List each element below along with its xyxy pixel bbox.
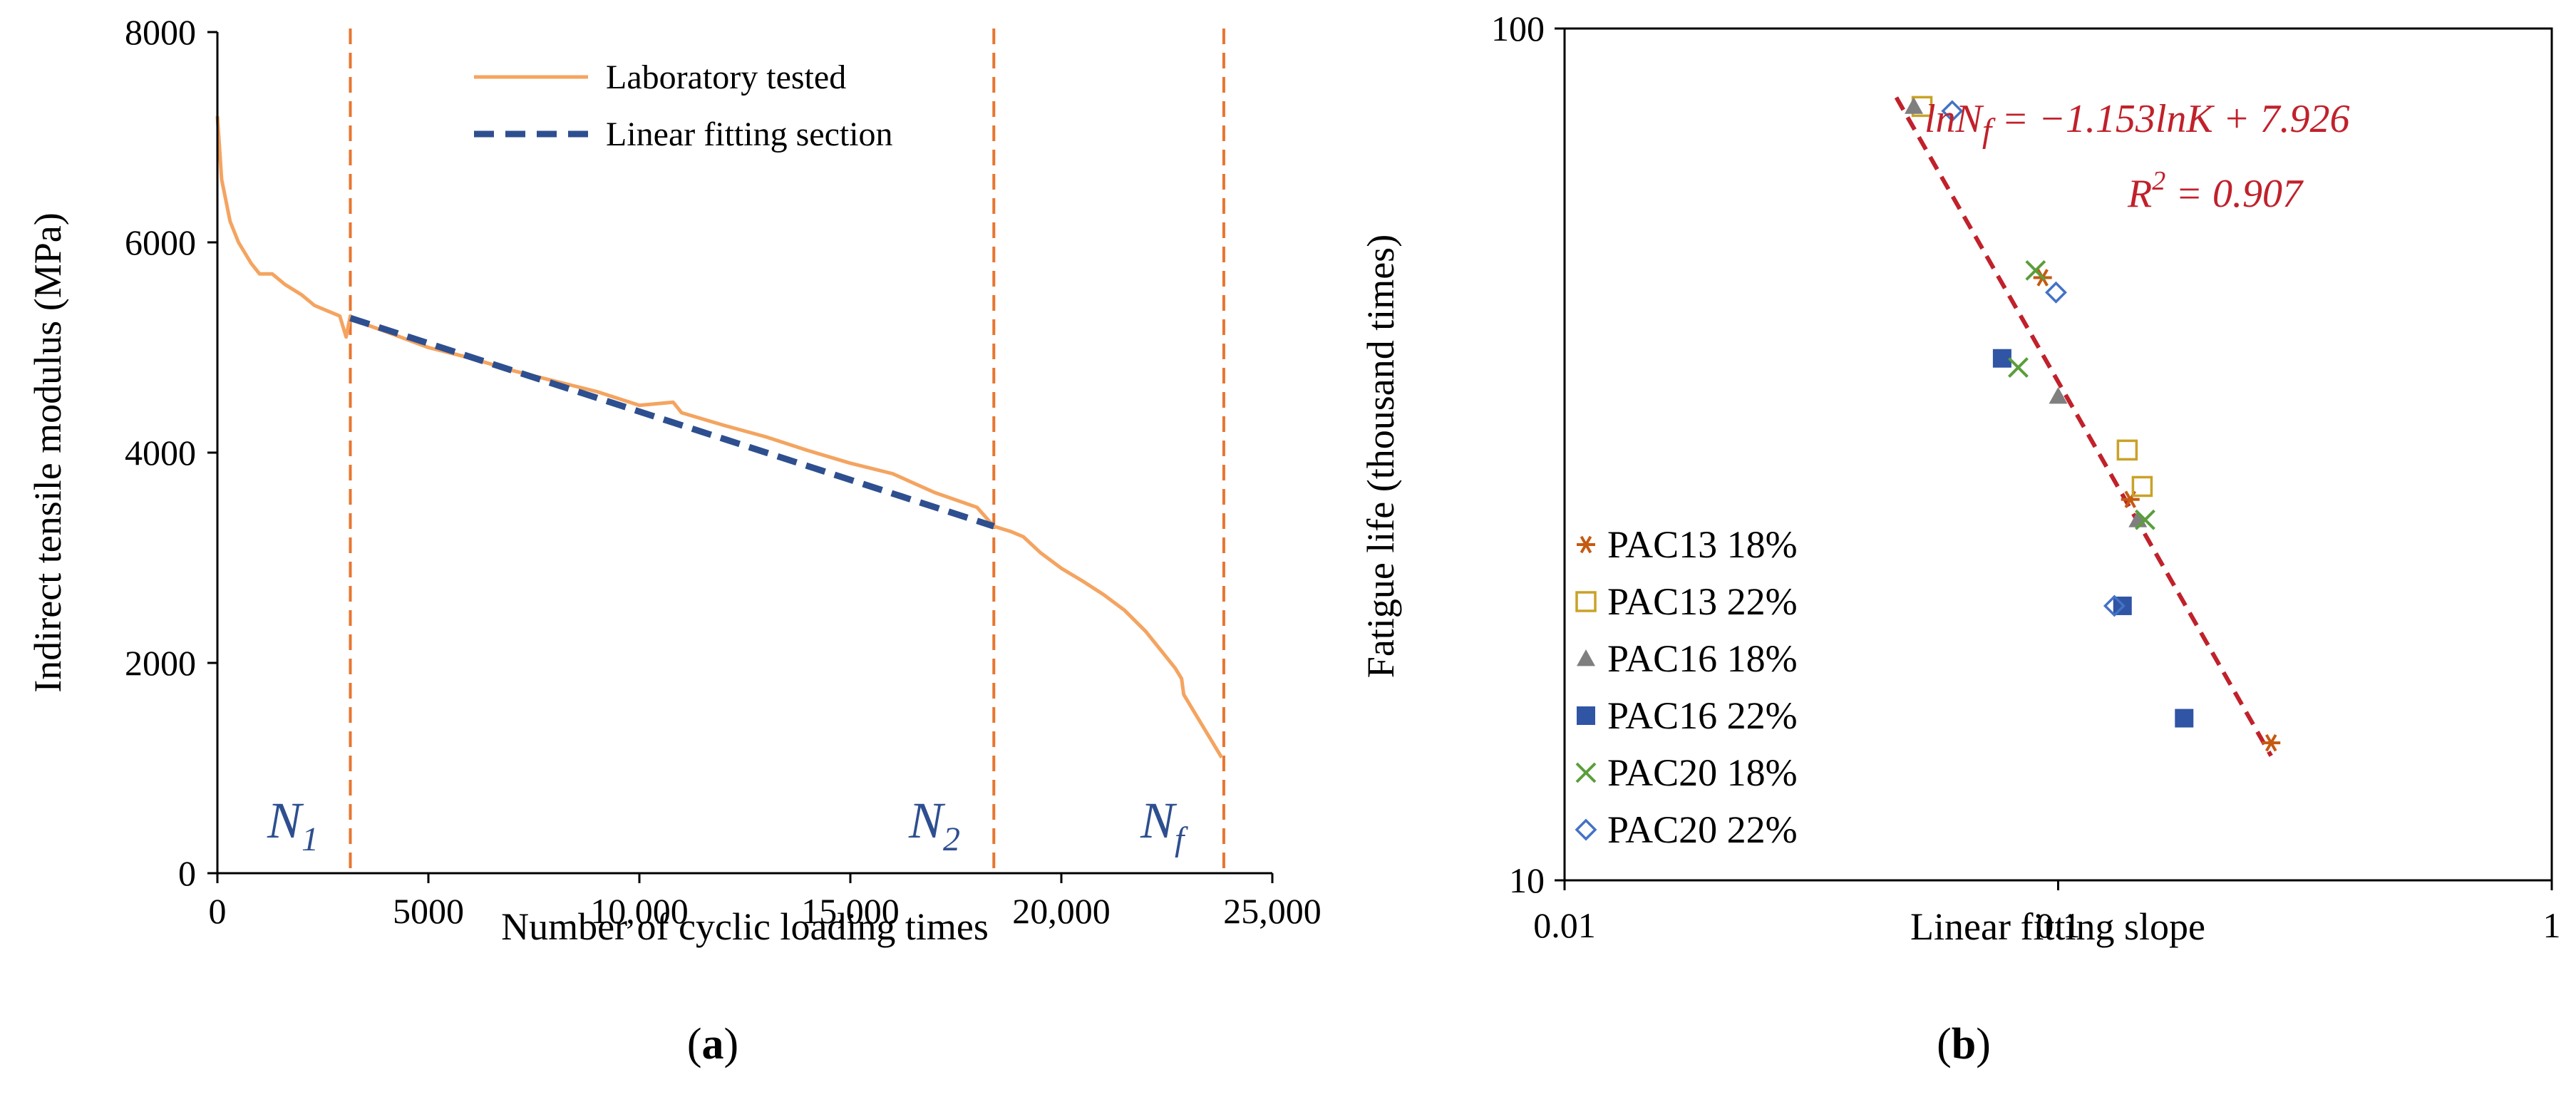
a-series [215, 115, 1224, 759]
lab-tested-line [215, 115, 1224, 759]
a-x-tick-label: 20,000 [1012, 891, 1111, 931]
legend-pac16-18: PAC16 18% [1607, 637, 1798, 680]
a-x-tick-label: 15,000 [801, 891, 900, 931]
point-pac20-22 [2103, 594, 2126, 617]
legend-pac20-22: PAC20 22% [1607, 808, 1798, 851]
a-vlines [349, 29, 1225, 873]
b-fit-line-group [1894, 96, 2273, 757]
a-x-tick-label: 10,000 [590, 891, 689, 931]
point-pac20-18 [2025, 259, 2046, 281]
b-fit-line [1894, 96, 2273, 757]
caption-a: (a) [687, 1020, 738, 1069]
point-pac20-18 [2135, 509, 2155, 530]
legend-pac13-18: PAC13 18% [1607, 523, 1798, 566]
point-pac16-18 [1904, 97, 1923, 114]
a-legend: Laboratory tested Linear fitting section [474, 58, 893, 153]
b-y-tick-label: 100 [1491, 9, 1545, 48]
legend-marker-pac20-18 [1575, 762, 1597, 783]
a-y-tick-label: 0 [178, 853, 196, 893]
panel-b-chart: 0.01 0.1 1 10 100 lnNf = −1.153lnK + 7.926 R… [1359, 9, 2561, 1069]
point-pac20-18-stroke [2135, 509, 2155, 530]
linear-fit-line [349, 314, 995, 530]
point-pac16-22 [2175, 709, 2194, 728]
nf-label: Nf [1140, 792, 1188, 858]
point-pac16-18 [2049, 386, 2068, 404]
point-pac20-22 [2045, 281, 2067, 304]
a-x-axis-title: Number of cyclic loading times [501, 905, 989, 948]
n1-label: N1 [267, 792, 319, 858]
point-pac20-18 [2008, 357, 2029, 378]
a-x-tick-label: 25,000 [1223, 891, 1322, 931]
a-x-tick-label: 5000 [393, 891, 464, 931]
r-squared: R2 = 0.907 [2127, 166, 2304, 216]
a-y-tick-label: 2000 [125, 643, 196, 683]
legend-marker-pac20-22 [1575, 818, 1597, 841]
caption-b: (b) [1937, 1020, 1991, 1069]
b-ticks: 0.01 0.1 1 10 100 [1491, 9, 2561, 945]
panel-a-chart: 0 5000 10,000 15,000 20,000 25,000 0 2000 4000 60… [26, 12, 1322, 1069]
a-y-tick-label: 4000 [125, 433, 196, 473]
legend-label-lab: Laboratory tested [606, 58, 846, 96]
b-y-tick-label: 10 [1509, 860, 1545, 900]
a-y-tick-label: 8000 [125, 12, 196, 52]
b-legend: PAC13 18% PAC13 22% PAC16 18% PAC16 22% … [1575, 523, 1798, 851]
a-y-tick-label: 6000 [125, 222, 196, 262]
b-x-tick-label: 0.1 [2036, 905, 2081, 945]
legend-marker-pac16-22 [1577, 706, 1595, 725]
legend-pac20-18: PAC20 18% [1607, 751, 1798, 794]
point-pac13-18 [2262, 733, 2281, 752]
legend-pac16-22: PAC16 22% [1607, 694, 1798, 737]
point-pac20-18-stroke [2025, 259, 2046, 281]
b-points [1904, 96, 2281, 752]
legend-marker-pac20-18-stroke [1575, 762, 1597, 783]
legend-marker-pac13-22 [1575, 591, 1597, 612]
b-x-tick-label: 0.01 [1533, 905, 1596, 945]
point-pac13-22 [2116, 439, 2138, 461]
legend-marker-pac13-18 [1577, 535, 1595, 554]
legend-pac13-22: PAC13 22% [1607, 580, 1798, 623]
n2-label: N2 [908, 792, 960, 858]
b-x-tick-label: 1 [2543, 905, 2561, 945]
fit-equation: lnNf = −1.153lnK + 7.926 [1925, 97, 2350, 150]
a-x-tick-label: 0 [209, 891, 227, 931]
point-pac13-18-stroke [2265, 733, 2277, 752]
point-pac13-22 [2131, 475, 2153, 498]
point-pac20-18-stroke [2008, 357, 2029, 378]
b-y-axis-title: Fatigue life (thousand times) [1359, 235, 1402, 678]
legend-marker-pac13-18-stroke [1580, 535, 1592, 554]
point-pac20-22 [1941, 100, 1964, 123]
a-y-axis-title: Indirect tensile modulus (MPa) [26, 212, 69, 692]
legend-marker-pac16-18 [1577, 649, 1595, 666]
a-axes [216, 32, 1272, 875]
b-x-axis-title: Linear fitting slope [1910, 905, 2205, 948]
legend-label-fit: Linear fitting section [606, 115, 893, 153]
point-pac16-22 [1992, 349, 2011, 368]
a-ticks: 0 5000 10,000 15,000 20,000 25,000 0 2000 4000 60… [125, 12, 1322, 931]
